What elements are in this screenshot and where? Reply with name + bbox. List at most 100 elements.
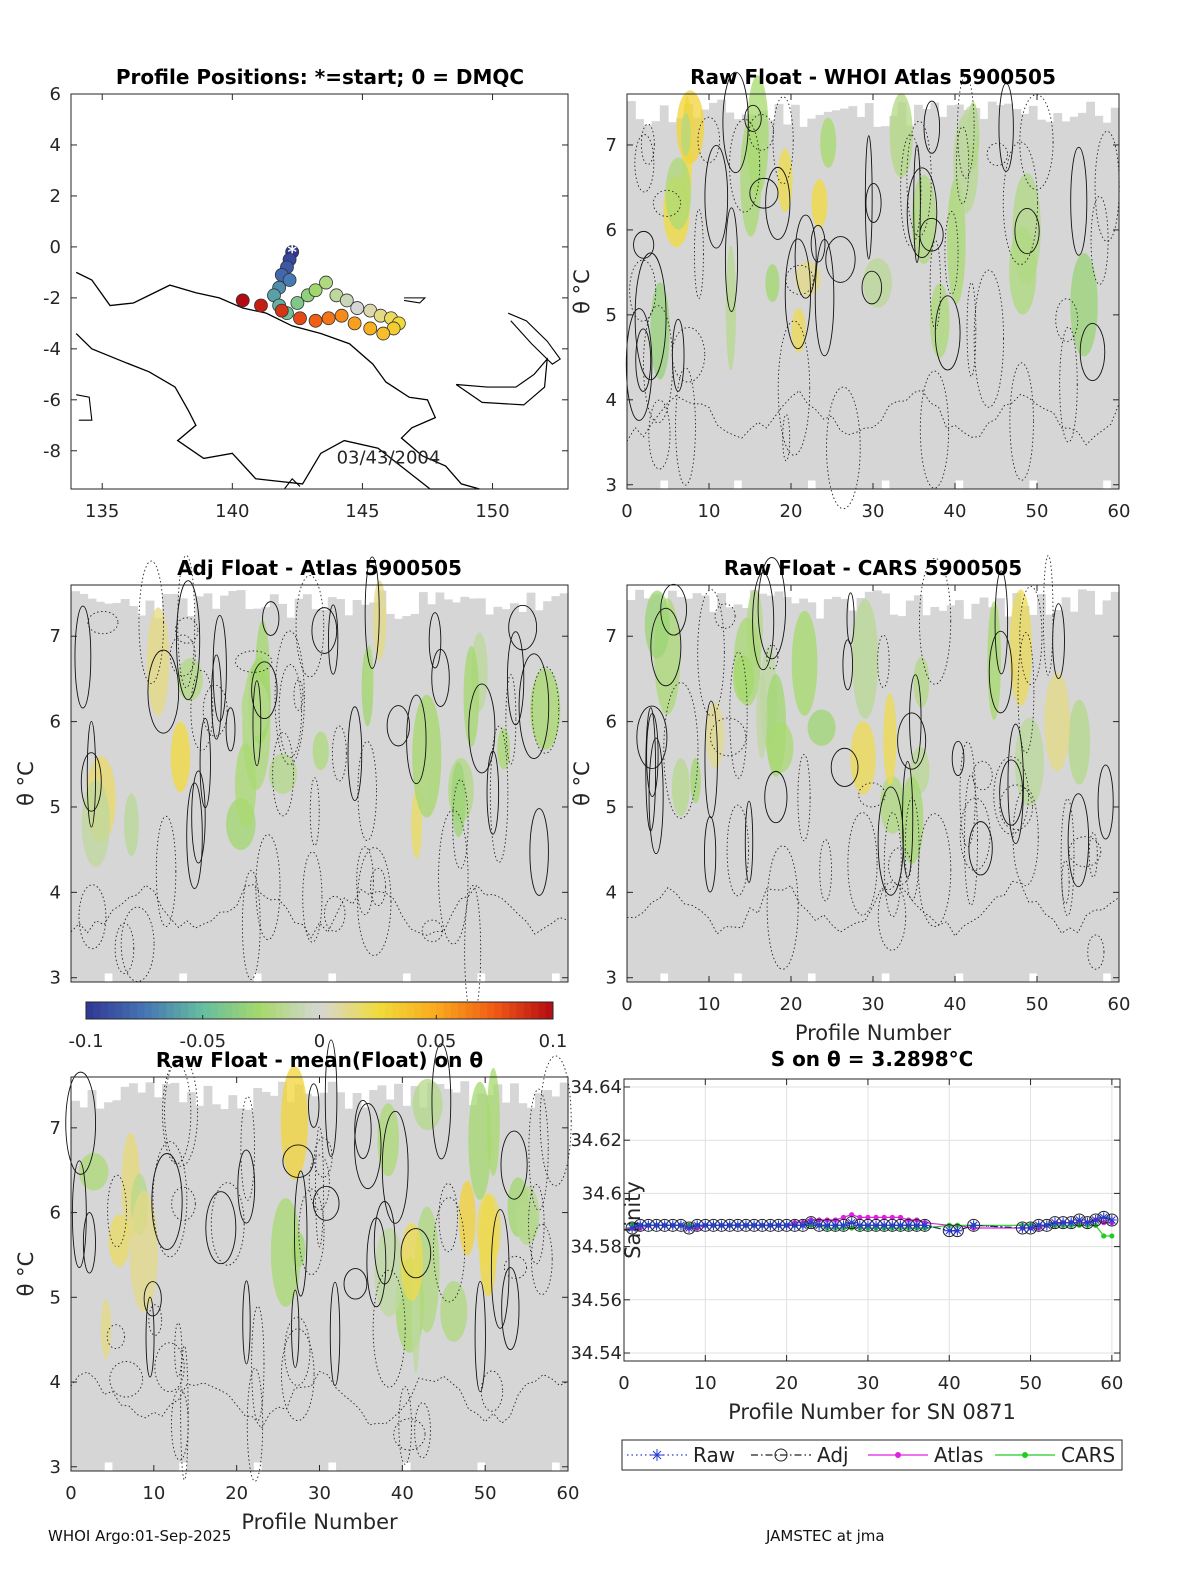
anomaly-patch (690, 757, 701, 804)
contour-dotted (1061, 860, 1070, 905)
colorbar-cell (195, 1002, 204, 1019)
contour-solid (934, 295, 961, 371)
y-tick-label: 3 (50, 1457, 61, 1478)
contour-solid (205, 1191, 237, 1265)
field-column (987, 101, 997, 490)
y-tick-label: -4 (43, 339, 61, 360)
anomaly-patch (312, 731, 329, 771)
point-raw (675, 1220, 686, 1231)
colorbar-cell (487, 1002, 496, 1019)
point-raw (659, 1220, 670, 1231)
contour-solid (431, 1043, 452, 1160)
field-column (71, 591, 80, 982)
contour-solid (744, 800, 754, 883)
profile-position-marker (321, 311, 336, 326)
point-atlas (816, 1217, 822, 1223)
point-cars (946, 1222, 952, 1228)
x-tick-label: 0 (618, 1373, 629, 1394)
raw-mean-title: Raw Float - mean(Float) on θ (156, 1048, 483, 1072)
colorbar-cell (399, 1002, 408, 1019)
contour-dotted (452, 779, 469, 869)
colorbar-cell (377, 1002, 386, 1019)
field-column (782, 597, 792, 982)
x-tick-label: 30 (856, 1373, 879, 1394)
contour-solid (648, 737, 664, 855)
field-column (344, 615, 354, 982)
field-column (476, 598, 486, 974)
x-tick-label: 10 (142, 1483, 165, 1504)
contour-solid (1070, 146, 1088, 256)
anomaly-patch (706, 702, 725, 769)
colorbar-cell (494, 1002, 503, 1019)
contour-solid (354, 1099, 372, 1160)
contour-solid (80, 752, 102, 812)
contour-dotted (489, 725, 509, 863)
contour-dotted (528, 1184, 545, 1265)
field-column (71, 1100, 80, 1471)
profile-position-marker (339, 293, 354, 308)
contour-solid (212, 615, 227, 722)
contour-dotted (393, 1418, 426, 1451)
colorbar-cell (319, 1002, 328, 1019)
anomaly-patch (811, 179, 828, 228)
contour-solid (508, 604, 538, 651)
contour-dotted (357, 847, 392, 956)
legend-marker-raw (651, 1449, 663, 1461)
field-column (1110, 107, 1120, 490)
field-column (766, 595, 776, 982)
colorbar-cell (392, 1002, 401, 1019)
contour-solid (842, 639, 854, 691)
anomaly-patch (177, 658, 203, 702)
contour-solid (757, 557, 787, 660)
field-column (510, 1083, 519, 1471)
field-column (120, 599, 130, 982)
field-column (195, 596, 205, 982)
field-column (112, 1100, 122, 1471)
salinity-axes-box (623, 1078, 1121, 1362)
contour-solid (864, 135, 873, 260)
field-column (700, 595, 710, 982)
contour-solid (877, 786, 904, 896)
field-column (220, 1109, 229, 1471)
x-tick-label: 0 (621, 994, 632, 1015)
contour-dotted (883, 812, 902, 918)
field-column (1094, 115, 1104, 489)
field-column (774, 591, 784, 982)
contour-dotted (174, 617, 199, 644)
contour-dotted (356, 846, 374, 916)
anomaly-patch (364, 645, 374, 704)
contour-solid (635, 328, 652, 392)
y-tick-label: 4 (50, 135, 61, 156)
contour-dotted (785, 264, 814, 295)
field-column (659, 607, 669, 974)
point-raw (1106, 1215, 1117, 1225)
field-column (635, 119, 644, 489)
contour-dotted (1017, 632, 1035, 754)
point-raw (952, 1225, 963, 1236)
contour-dotted (1059, 326, 1078, 443)
contour-dotted (1019, 585, 1043, 686)
point-raw (781, 1220, 792, 1231)
profile-position-marker (274, 303, 289, 318)
contour-dotted (643, 305, 674, 424)
anomaly-patch (756, 673, 768, 759)
point-raw (822, 1220, 833, 1231)
field-column (526, 1107, 536, 1471)
field-column (1094, 614, 1104, 982)
field-column (336, 599, 345, 982)
colorbar-cell (385, 1002, 393, 1019)
contour-dotted (1088, 832, 1098, 878)
colorbar-tick-label: 0.1 (539, 1031, 568, 1052)
contour-solid (529, 808, 549, 896)
field-column (394, 618, 403, 982)
contour-dotted (433, 1197, 466, 1303)
contour-dotted (955, 126, 970, 205)
colorbar-cell (355, 1002, 364, 1019)
point-raw (627, 1222, 638, 1233)
contour-solid (151, 1153, 183, 1250)
raw-cars-title: Raw Float - CARS 5900505 (724, 556, 1022, 580)
field-column (501, 1102, 511, 1471)
contour-dotted (900, 134, 922, 247)
y-tick-label: 6 (50, 712, 61, 733)
field-column (385, 613, 395, 982)
